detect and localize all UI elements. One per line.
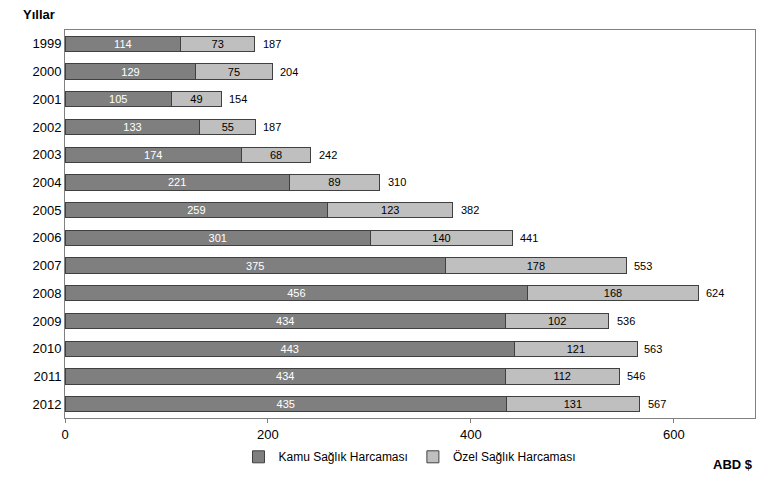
svg-text:259: 259 <box>187 204 205 216</box>
svg-text:187: 187 <box>263 38 281 50</box>
svg-text:Özel Sağlık Harcaması: Özel Sağlık Harcaması <box>453 450 576 464</box>
svg-text:2004: 2004 <box>32 175 61 190</box>
svg-text:200: 200 <box>257 427 279 442</box>
svg-text:Kamu Sağlık Harcaması: Kamu Sağlık Harcaması <box>279 450 408 464</box>
svg-text:546: 546 <box>627 370 645 382</box>
svg-text:624: 624 <box>706 287 724 299</box>
svg-text:ABD $: ABD $ <box>713 457 753 472</box>
svg-text:434: 434 <box>276 370 294 382</box>
svg-text:221: 221 <box>168 176 186 188</box>
svg-text:73: 73 <box>212 38 224 50</box>
svg-text:443: 443 <box>281 343 299 355</box>
svg-text:154: 154 <box>229 93 247 105</box>
svg-text:536: 536 <box>617 315 635 327</box>
svg-text:121: 121 <box>567 343 585 355</box>
svg-text:553: 553 <box>634 260 652 272</box>
svg-text:102: 102 <box>548 315 566 327</box>
svg-text:400: 400 <box>460 427 482 442</box>
svg-text:1999: 1999 <box>32 36 61 51</box>
svg-text:2009: 2009 <box>32 314 61 329</box>
svg-text:434: 434 <box>276 315 294 327</box>
svg-text:2011: 2011 <box>33 369 61 384</box>
svg-text:131: 131 <box>564 398 582 410</box>
svg-text:2010: 2010 <box>32 341 61 356</box>
svg-text:89: 89 <box>328 176 340 188</box>
svg-text:112: 112 <box>553 370 571 382</box>
svg-text:2003: 2003 <box>32 147 61 162</box>
svg-text:49: 49 <box>190 93 202 105</box>
svg-text:2008: 2008 <box>32 286 61 301</box>
svg-text:68: 68 <box>270 149 282 161</box>
svg-text:563: 563 <box>644 343 662 355</box>
svg-text:242: 242 <box>319 149 337 161</box>
svg-text:174: 174 <box>144 149 162 161</box>
svg-text:129: 129 <box>121 66 139 78</box>
svg-text:114: 114 <box>114 38 132 50</box>
svg-text:2002: 2002 <box>32 120 61 135</box>
svg-text:456: 456 <box>287 287 305 299</box>
svg-text:2000: 2000 <box>32 64 61 79</box>
svg-text:75: 75 <box>228 66 240 78</box>
svg-text:187: 187 <box>263 121 281 133</box>
svg-text:168: 168 <box>604 287 622 299</box>
svg-text:204: 204 <box>280 66 298 78</box>
svg-text:375: 375 <box>246 260 264 272</box>
svg-text:2012: 2012 <box>32 397 61 412</box>
svg-text:140: 140 <box>432 232 450 244</box>
svg-text:600: 600 <box>663 427 685 442</box>
svg-text:2007: 2007 <box>32 258 61 273</box>
svg-text:123: 123 <box>381 204 399 216</box>
svg-text:133: 133 <box>123 121 141 133</box>
svg-text:105: 105 <box>109 93 127 105</box>
svg-text:2005: 2005 <box>32 203 61 218</box>
svg-text:2001: 2001 <box>32 92 61 107</box>
svg-text:441: 441 <box>520 232 538 244</box>
svg-text:382: 382 <box>461 204 479 216</box>
svg-text:Yıllar: Yıllar <box>23 7 55 22</box>
svg-text:301: 301 <box>209 232 227 244</box>
svg-text:310: 310 <box>388 176 406 188</box>
svg-text:0: 0 <box>61 427 68 442</box>
svg-text:567: 567 <box>648 398 666 410</box>
svg-text:55: 55 <box>222 121 234 133</box>
svg-text:178: 178 <box>527 260 545 272</box>
svg-text:435: 435 <box>277 398 295 410</box>
svg-text:2006: 2006 <box>32 230 61 245</box>
